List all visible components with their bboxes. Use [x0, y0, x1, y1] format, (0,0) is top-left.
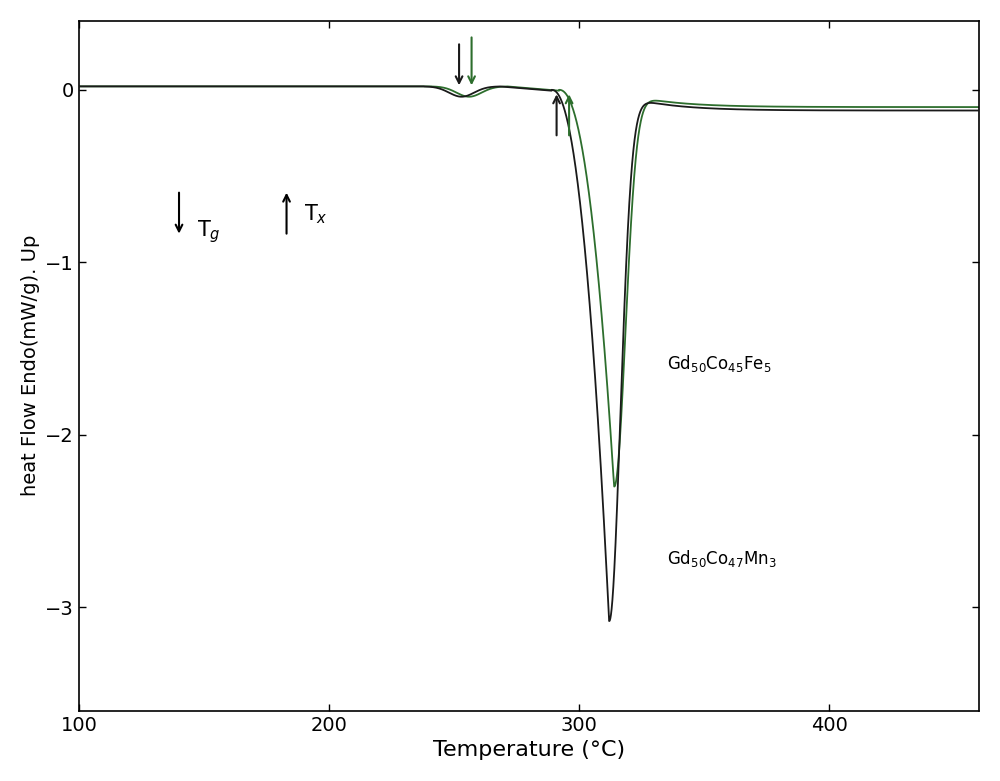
- Text: Gd$_{50}$Co$_{45}$Fe$_{5}$: Gd$_{50}$Co$_{45}$Fe$_{5}$: [667, 353, 771, 374]
- Text: T$_x$: T$_x$: [304, 202, 328, 226]
- X-axis label: Temperature (°C): Temperature (°C): [433, 740, 625, 760]
- Text: Gd$_{50}$Co$_{47}$Mn$_{3}$: Gd$_{50}$Co$_{47}$Mn$_{3}$: [667, 548, 776, 569]
- Text: T$_g$: T$_g$: [197, 218, 220, 244]
- Y-axis label: heat Flow Endo(mW/g). Up: heat Flow Endo(mW/g). Up: [21, 235, 40, 497]
